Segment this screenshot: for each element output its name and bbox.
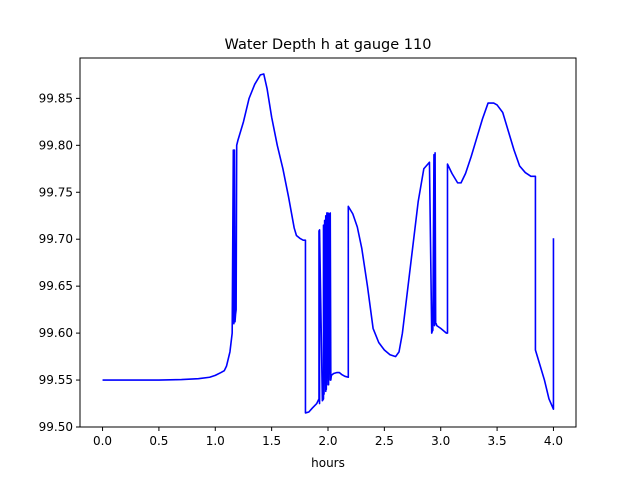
x-tick-label: 0.0 — [93, 434, 112, 448]
x-axis-label: hours — [311, 456, 345, 470]
x-tick-label: 1.5 — [262, 434, 281, 448]
y-tick-label: 99.60 — [39, 326, 73, 340]
y-tick-label: 99.75 — [39, 185, 73, 199]
y-tick-label: 99.85 — [39, 91, 73, 105]
y-tick-label: 99.65 — [39, 279, 73, 293]
y-tick-label: 99.50 — [39, 420, 73, 434]
x-tick-label: 3.5 — [488, 434, 507, 448]
x-tick-label: 1.0 — [206, 434, 225, 448]
y-tick-label: 99.80 — [39, 138, 73, 152]
x-tick-label: 2.5 — [375, 434, 394, 448]
x-tick-label: 0.5 — [149, 434, 168, 448]
series-line-1 — [102, 73, 555, 414]
y-tick-label: 99.55 — [39, 373, 73, 387]
series-group — [102, 73, 555, 414]
x-axis-ticks: 0.0 0.5 1.0 1.5 2.0 2.5 3.0 3.5 4.0 — [93, 427, 563, 448]
chart-title: Water Depth h at gauge 110 — [225, 37, 432, 53]
y-tick-label: 99.70 — [39, 232, 73, 246]
x-tick-label: 4.0 — [544, 434, 563, 448]
x-tick-label: 3.0 — [431, 434, 450, 448]
x-tick-label: 2.0 — [318, 434, 337, 448]
y-axis-ticks: 99.50 99.55 99.60 99.65 99.70 99.75 99.80 99.85 — [39, 91, 80, 434]
